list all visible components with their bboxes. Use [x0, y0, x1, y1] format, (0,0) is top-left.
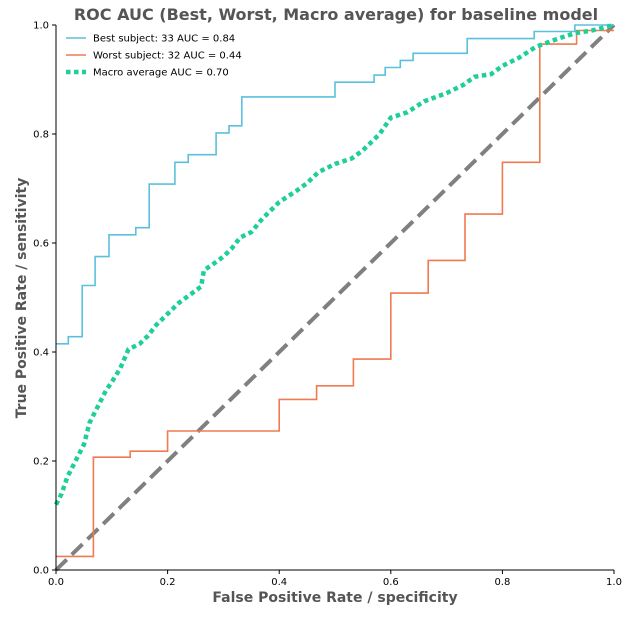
x-tick-label: 0.2: [160, 577, 176, 588]
x-tick-label: 1.0: [606, 577, 622, 588]
x-tick-label: 0.6: [383, 577, 399, 588]
y-tick-label: 1.0: [33, 21, 49, 32]
x-tick-label: 0.8: [494, 577, 510, 588]
y-tick-label: 0.6: [33, 239, 49, 250]
series-line-3: [53, 22, 615, 506]
x-axis-label: False Positive Rate / specificity: [212, 590, 457, 606]
series-line-4: [54, 23, 616, 572]
legend-label-1: Best subject: 33 AUC = 0.84: [93, 34, 235, 45]
x-tick-label: 0.4: [271, 577, 287, 588]
legend-label-2: Worst subject: 32 AUC = 0.44: [93, 51, 242, 62]
chart-title: ROC AUC (Best, Worst, Macro average) for…: [74, 5, 598, 24]
ticks: 0.0 0.2 0.4 0.6 0.8 1.0 0.0 0.2 0.4 0.6 0.8 1.0: [33, 21, 622, 589]
plot-area: [53, 22, 616, 572]
legend: Best subject: 33 AUC = 0.84 Worst subject…: [66, 34, 242, 79]
y-tick-label: 0.8: [33, 130, 49, 141]
y-tick-label: 0.0: [33, 566, 49, 577]
series-line-2: [56, 29, 614, 558]
y-axis-label: True Positive Rate / sensitivity: [14, 178, 30, 419]
x-tick-label: 0.0: [48, 577, 64, 588]
y-tick-label: 0.2: [33, 457, 49, 468]
legend-label-3: Macro average AUC = 0.70: [93, 68, 229, 79]
axes: [55, 25, 614, 571]
series-line-1: [56, 24, 614, 345]
y-tick-label: 0.4: [33, 348, 49, 359]
